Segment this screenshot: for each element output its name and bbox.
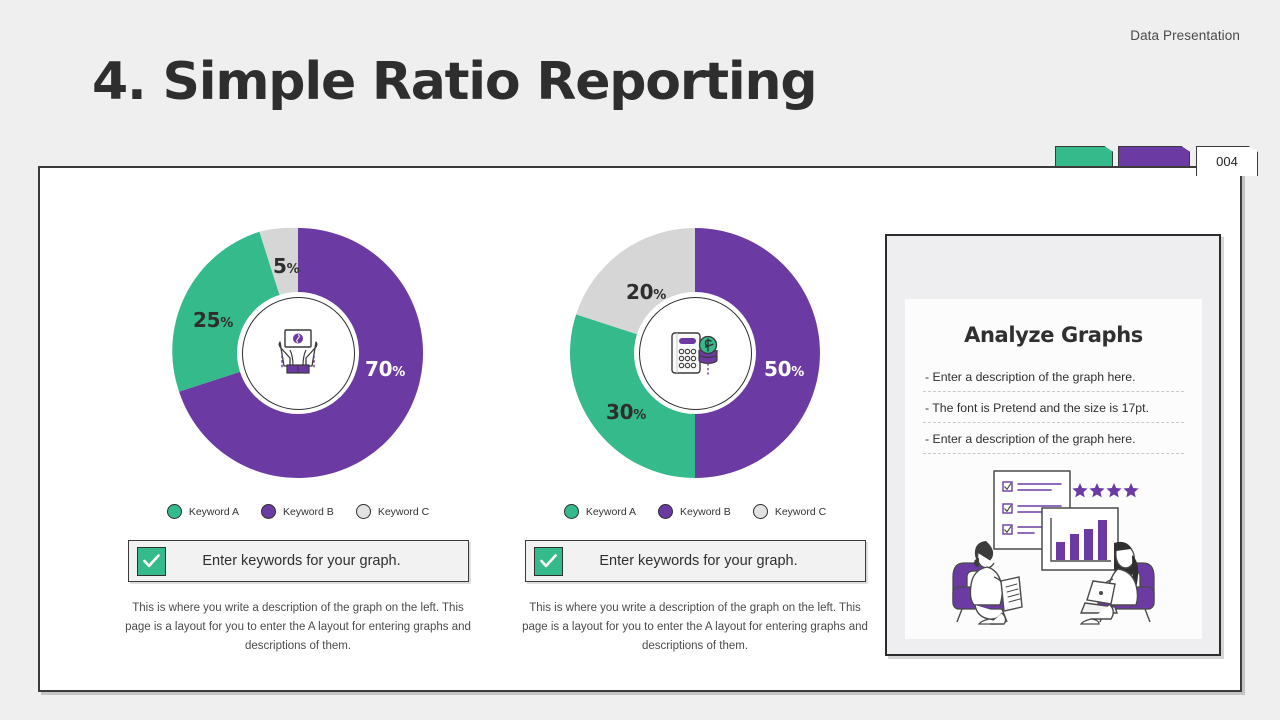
donut-2-hub-ring xyxy=(638,296,752,410)
legend-item-keyword-c: Keyword C xyxy=(355,504,430,519)
analyze-graphs-panel: Analyze Graphs - Enter a description of … xyxy=(885,234,1221,656)
donut-2-label-50: 50% xyxy=(764,357,804,381)
legend-item-keyword-c-2: Keyword C xyxy=(752,504,827,519)
donut-1-label-25: 25% xyxy=(193,308,233,332)
rating-stars xyxy=(1072,483,1139,498)
checkbox-checked-icon-1[interactable] xyxy=(136,546,166,576)
check-icon xyxy=(539,554,557,568)
chart-block-1: 70% 25% 5% Keyword A Keyword B Keyword C xyxy=(98,168,498,656)
legend-label-keyword-a: Keyword A xyxy=(188,505,240,518)
calculator-coins-icon xyxy=(671,332,718,375)
legend-dot-keyword-c xyxy=(355,504,371,519)
donut-chart-1: 70% 25% 5% xyxy=(165,220,431,486)
panel-bullet-list: - Enter a description of the graph here.… xyxy=(923,370,1184,454)
legend-label-keyword-a-2: Keyword A xyxy=(585,505,637,518)
keyword-input-1[interactable]: Enter keywords for your graph. xyxy=(127,540,469,582)
legend-dot-keyword-a xyxy=(166,504,182,519)
panel-title: Analyze Graphs xyxy=(964,323,1143,347)
checkbox-checked-icon-2[interactable] xyxy=(533,546,563,576)
chart-1-caption: This is where you write a description of… xyxy=(125,602,471,652)
two-people-analyzing-charts-illustration xyxy=(952,470,1155,625)
legend-label-keyword-b-2: Keyword B xyxy=(680,505,731,518)
keyword-input-2[interactable]: Enter keywords for your graph. xyxy=(524,540,866,582)
legend-label-keyword-c-2: Keyword C xyxy=(774,505,827,518)
tab-page-number: 004 xyxy=(1216,154,1238,169)
panel-bullet-3[interactable]: - Enter a description of the graph here. xyxy=(923,432,1184,454)
legend-item-keyword-a: Keyword A xyxy=(166,504,240,519)
chart-2-caption: This is where you write a description of… xyxy=(522,602,868,652)
keyword-input-2-text: Enter keywords for your graph. xyxy=(599,553,798,569)
check-icon xyxy=(142,554,160,568)
tab-section-current[interactable]: 004 xyxy=(1196,146,1258,176)
donut-2-label-20: 20% xyxy=(626,280,666,304)
legend-label-keyword-b: Keyword B xyxy=(283,505,334,518)
analyze-graphs-panel-inner: Analyze Graphs - Enter a description of … xyxy=(905,299,1202,639)
tab-strip: 004 xyxy=(1055,146,1258,176)
donut-2-slice-keyword-b xyxy=(695,227,820,479)
legend-item-keyword-a-2: Keyword A xyxy=(563,504,637,519)
document-label: Data Presentation xyxy=(1130,28,1240,43)
panel-illustration xyxy=(923,463,1184,625)
legend-label-keyword-c: Keyword C xyxy=(377,505,430,518)
legend-dot-keyword-b-2 xyxy=(658,504,674,519)
legend-dot-keyword-b xyxy=(261,504,277,519)
keyword-input-1-text: Enter keywords for your graph. xyxy=(202,553,401,569)
donut-1-label-70: 70% xyxy=(365,357,405,381)
hands-holding-money-icon xyxy=(278,329,318,374)
legend-item-keyword-b-2: Keyword B xyxy=(658,504,731,519)
donut-1-hub-ring xyxy=(241,296,355,410)
legend-dot-keyword-c-2 xyxy=(752,504,768,519)
panel-bullet-2[interactable]: - The font is Pretend and the size is 17… xyxy=(923,401,1184,423)
chart-block-2: 50% 30% 20% Keyword A Keyword B Keyword … xyxy=(495,168,895,656)
slide-canvas: 70% 25% 5% Keyword A Keyword B Keyword C xyxy=(38,166,1242,692)
donut-1-legend: Keyword A Keyword B Keyword C xyxy=(98,504,498,519)
page-title: 4. Simple Ratio Reporting xyxy=(92,52,818,112)
legend-item-keyword-b: Keyword B xyxy=(261,504,334,519)
donut-2-legend: Keyword A Keyword B Keyword C xyxy=(495,504,895,519)
donut-2-label-30: 30% xyxy=(606,400,646,424)
panel-bullet-1[interactable]: - Enter a description of the graph here. xyxy=(923,370,1184,392)
legend-dot-keyword-a-2 xyxy=(563,504,579,519)
donut-chart-2: 50% 30% 20% xyxy=(562,220,828,486)
donut-1-label-5: 5% xyxy=(273,254,300,278)
